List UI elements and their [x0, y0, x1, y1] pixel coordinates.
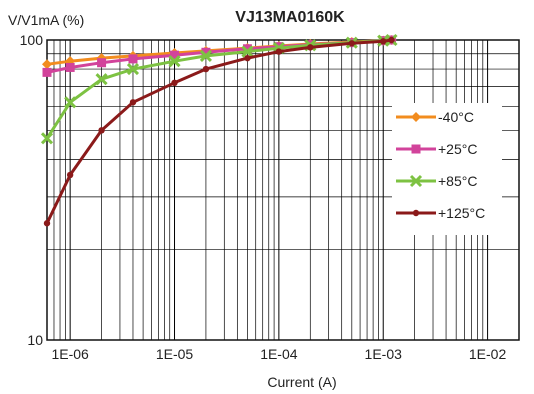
- x-tick-label: 1E-04: [260, 346, 298, 362]
- data-point: [98, 127, 105, 134]
- grid: [46, 39, 520, 341]
- legend-label: +125°C: [438, 205, 485, 221]
- data-point: [42, 67, 52, 77]
- plot-area: [46, 39, 520, 341]
- data-point: [199, 49, 212, 62]
- data-point: [244, 54, 251, 62]
- data-point: [40, 132, 54, 145]
- x-axis-label: Current (A): [267, 374, 336, 390]
- y-tick-label: 100: [20, 32, 44, 48]
- axis-ticks: 1E-06 1E-05 1E-04 1E-03 1E-02 10 100: [20, 32, 507, 362]
- data-point: [202, 65, 210, 73]
- data-point: [241, 45, 254, 58]
- data-point: [307, 44, 314, 51]
- legend-label: +85°C: [438, 173, 477, 189]
- x-tick-label: 1E-02: [469, 346, 507, 362]
- data-point: [388, 36, 395, 44]
- data-point: [348, 40, 356, 47]
- data-point: [42, 59, 52, 70]
- chart-title: VJ13MA0160K: [235, 9, 345, 26]
- data-point: [129, 99, 137, 106]
- data-point: [170, 50, 180, 60]
- y-axis-label: V/V1mA (%): [8, 12, 84, 28]
- x-tick-label: 1E-05: [156, 346, 194, 362]
- data-point: [66, 171, 74, 179]
- legend-item: +85°C: [396, 173, 477, 189]
- series-line: [45, 38, 392, 224]
- x-tick-label: 1E-03: [365, 346, 403, 362]
- data-point: [409, 174, 423, 188]
- legend-label: +25°C: [438, 141, 477, 157]
- data-point: [380, 38, 387, 45]
- data-point: [411, 144, 421, 154]
- data-point: [275, 48, 283, 55]
- series-4: [43, 36, 395, 227]
- data-point: [412, 209, 420, 217]
- x-tick-label: 1E-06: [51, 346, 89, 362]
- data-point: [128, 54, 138, 64]
- y-tick-label: 10: [27, 332, 43, 348]
- data-point: [242, 44, 252, 54]
- legend-label: -40°C: [438, 109, 474, 125]
- data-point: [95, 73, 108, 86]
- data-point: [171, 79, 178, 87]
- legend: -40°C +25°C +85°C +125°C: [392, 103, 502, 235]
- series-group: [40, 33, 398, 227]
- legend-item: +25°C: [396, 141, 477, 157]
- data-point: [201, 47, 211, 57]
- legend-item: -40°C: [396, 109, 474, 125]
- data-point: [65, 62, 75, 72]
- data-point: [411, 112, 421, 122]
- data-point: [64, 96, 77, 109]
- data-point: [168, 55, 181, 68]
- legend-item: +125°C: [396, 205, 485, 221]
- data-point: [43, 220, 51, 227]
- data-point: [126, 63, 140, 76]
- data-point: [97, 58, 107, 68]
